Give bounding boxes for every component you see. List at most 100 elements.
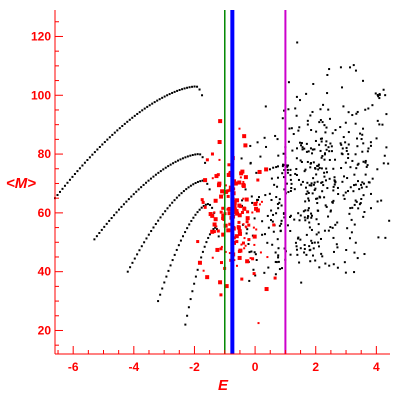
- data-point-black: [304, 200, 307, 203]
- data-point-black: [278, 201, 281, 204]
- data-point-black: [375, 137, 378, 140]
- data-point-black: [332, 236, 335, 239]
- data-point-black: [306, 181, 309, 184]
- data-point-black: [274, 260, 277, 263]
- curve-point: [168, 204, 171, 207]
- curve-point: [200, 256, 203, 259]
- data-point-red: [241, 182, 246, 187]
- curve-point: [171, 201, 174, 204]
- data-point-black: [366, 150, 369, 153]
- data-point-black: [294, 241, 297, 244]
- data-point-black: [381, 123, 384, 126]
- data-point-red: [220, 245, 223, 248]
- data-point-red: [264, 167, 269, 172]
- data-point-black: [313, 148, 316, 151]
- data-point-black: [325, 140, 328, 143]
- data-point-black: [361, 181, 364, 184]
- curve-point: [177, 244, 180, 247]
- data-point-black: [317, 223, 320, 226]
- data-point-black: [352, 190, 355, 193]
- data-point-red: [251, 257, 255, 261]
- data-point-red: [245, 259, 250, 264]
- data-point-black: [342, 136, 345, 139]
- data-point-black: [283, 188, 286, 191]
- data-point-red: [253, 243, 256, 246]
- data-point-black: [324, 262, 327, 265]
- data-point-black: [275, 261, 278, 264]
- data-point-black: [314, 139, 317, 142]
- data-point-black: [362, 215, 365, 218]
- curve-point: [193, 85, 196, 88]
- data-point-red: [226, 228, 231, 233]
- data-point-black: [272, 166, 275, 169]
- data-point-black: [362, 142, 365, 145]
- data-point-black: [309, 260, 312, 263]
- data-point-black: [281, 172, 284, 175]
- data-point-black: [359, 132, 362, 135]
- data-point-black: [319, 119, 322, 122]
- data-point-black: [343, 197, 346, 200]
- data-point-red: [233, 179, 237, 183]
- data-point-black: [275, 166, 278, 169]
- data-point-black: [299, 238, 302, 241]
- data-point-red: [236, 225, 241, 230]
- data-point-red: [211, 177, 214, 180]
- curve-point: [217, 235, 220, 238]
- curve-point: [182, 235, 185, 238]
- data-point-black: [349, 66, 352, 69]
- curve-point: [174, 160, 177, 163]
- data-point-red: [249, 257, 252, 260]
- data-point-red: [220, 189, 225, 194]
- curve-point: [143, 107, 146, 110]
- data-point-black: [315, 173, 318, 176]
- data-point-black: [298, 141, 301, 144]
- curve-point: [108, 219, 111, 222]
- data-point-black: [325, 167, 328, 170]
- curve-point: [116, 129, 119, 132]
- y-tick-label: 100: [31, 88, 51, 102]
- data-point-black: [313, 189, 316, 192]
- data-point-red: [202, 269, 205, 272]
- data-point-black: [353, 184, 356, 187]
- data-point-red: [237, 213, 240, 216]
- data-point-black: [332, 167, 335, 170]
- data-point-black: [350, 218, 353, 221]
- data-point-black: [307, 207, 310, 210]
- data-point-black: [266, 241, 269, 244]
- x-tick-label: -2: [189, 360, 200, 374]
- data-point-black: [309, 162, 312, 165]
- curve-point: [166, 207, 169, 210]
- data-point-black: [247, 243, 250, 246]
- data-point-black: [385, 146, 388, 149]
- data-point-black: [323, 229, 326, 232]
- data-point-black: [323, 175, 326, 178]
- curve-point: [93, 151, 96, 154]
- curve-point: [150, 230, 153, 233]
- data-point-black: [314, 167, 317, 170]
- curve-point: [201, 156, 204, 159]
- data-point-black: [277, 254, 280, 257]
- curve-point: [186, 86, 189, 89]
- curve-point: [113, 131, 116, 134]
- data-point-black: [367, 107, 370, 110]
- curve-point: [193, 282, 196, 285]
- data-point-black: [290, 182, 293, 185]
- curve-point: [140, 186, 143, 189]
- x-axis-label: E: [218, 377, 229, 394]
- data-point-black: [287, 140, 290, 143]
- x-tick-label: 4: [373, 360, 380, 374]
- data-point-black: [351, 159, 354, 162]
- x-tick-label: 0: [252, 360, 259, 374]
- data-point-red: [246, 210, 250, 214]
- data-point-black: [264, 105, 267, 108]
- curve-point: [194, 153, 197, 156]
- data-point-red: [237, 220, 241, 224]
- data-point-black: [347, 153, 350, 156]
- data-point-black: [278, 224, 281, 227]
- data-point-black: [353, 203, 356, 206]
- data-point-black: [283, 109, 286, 112]
- data-point-red: [226, 189, 230, 193]
- data-point-black: [295, 174, 298, 177]
- curve-point: [103, 141, 106, 144]
